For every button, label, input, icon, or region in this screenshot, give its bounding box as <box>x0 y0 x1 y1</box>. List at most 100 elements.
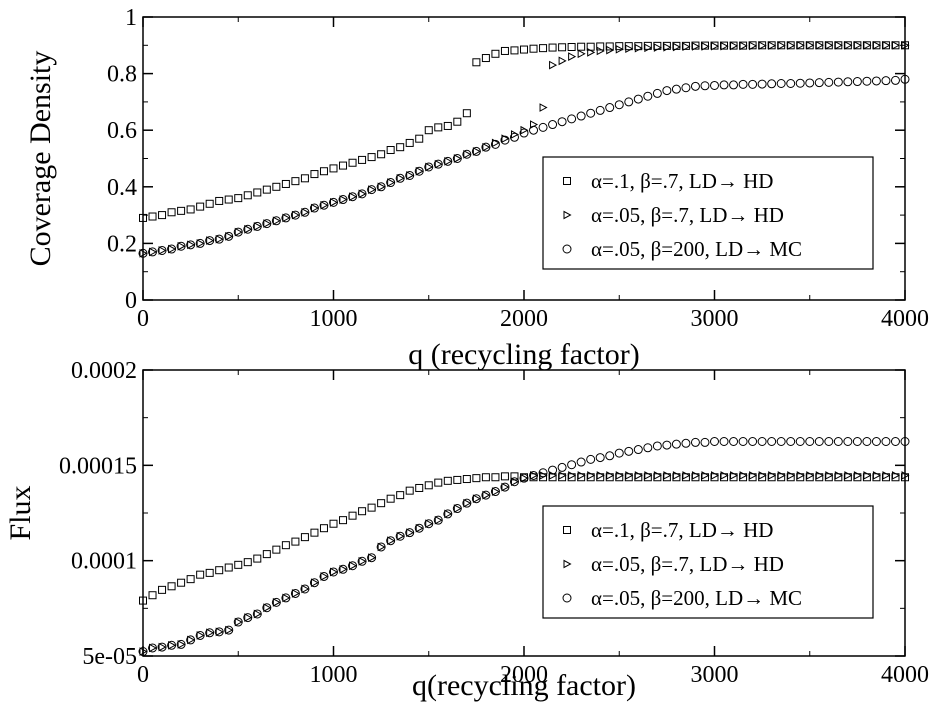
data-point <box>377 499 386 508</box>
data-point <box>662 440 672 450</box>
data-point <box>272 182 281 191</box>
y-tick-label: 0.00015 <box>59 453 137 479</box>
data-point <box>852 77 862 87</box>
data-point <box>415 166 424 176</box>
data-point <box>253 554 262 563</box>
data-point <box>300 174 309 183</box>
data-point <box>244 613 253 622</box>
data-point <box>844 471 853 480</box>
data-point <box>844 40 853 50</box>
data-point <box>557 117 567 127</box>
legend-marker-circle <box>562 593 572 603</box>
data-point <box>376 542 386 552</box>
data-point <box>758 471 767 480</box>
data-point <box>310 528 319 537</box>
data-point <box>243 613 253 623</box>
data-point <box>300 584 310 594</box>
data-point <box>481 142 491 152</box>
data-point <box>558 43 567 52</box>
data-point <box>768 41 777 50</box>
data-point <box>310 203 320 213</box>
data-point <box>282 593 291 603</box>
data-point <box>196 631 205 640</box>
data-point <box>614 100 624 110</box>
data-point <box>225 231 234 241</box>
data-point <box>710 80 719 90</box>
y-tick-label: 5e-05 <box>82 644 137 670</box>
data-point <box>424 162 434 172</box>
data-point <box>567 42 576 51</box>
data-point <box>271 597 281 607</box>
data-point <box>730 471 739 480</box>
data-point <box>281 593 291 603</box>
data-point <box>443 509 453 519</box>
data-point <box>263 603 272 613</box>
data-point <box>253 222 262 231</box>
data-point <box>615 471 624 480</box>
data-point <box>901 40 910 50</box>
data-point <box>463 149 472 159</box>
data-point <box>291 177 300 186</box>
data-point <box>510 477 520 487</box>
data-point <box>767 79 777 89</box>
data-point <box>225 625 234 635</box>
data-point <box>814 78 824 88</box>
data-point <box>396 173 405 183</box>
data-point <box>691 471 701 480</box>
data-point <box>386 494 395 503</box>
data-point <box>633 94 643 104</box>
data-point <box>176 241 186 251</box>
data-point <box>491 138 500 148</box>
data-point <box>539 44 548 53</box>
data-point <box>519 473 529 483</box>
data-point <box>339 195 348 204</box>
data-point <box>843 77 853 87</box>
data-point <box>187 635 196 645</box>
data-point <box>900 74 910 84</box>
data-point <box>138 248 148 258</box>
legend-marker <box>562 244 572 254</box>
data-point <box>634 43 643 53</box>
data-point <box>148 212 157 221</box>
y-tick-label: 0.2 <box>107 231 137 257</box>
data-point <box>434 478 443 487</box>
data-point <box>682 471 691 480</box>
data-point <box>443 156 453 166</box>
data-point <box>406 171 415 180</box>
data-point <box>548 465 558 475</box>
data-point <box>167 244 177 254</box>
data-point <box>471 146 481 156</box>
data-point <box>509 477 519 487</box>
data-point <box>253 609 262 619</box>
data-point <box>624 446 634 456</box>
data-point <box>872 471 881 480</box>
data-point <box>215 627 224 637</box>
data-point <box>825 40 834 50</box>
data-point <box>891 471 901 480</box>
data-point <box>520 473 529 483</box>
legend-marker <box>563 526 571 534</box>
data-point <box>814 437 824 446</box>
data-point <box>500 135 510 145</box>
data-point <box>777 41 786 50</box>
data-point <box>414 523 424 533</box>
data-point <box>833 77 843 87</box>
data-point <box>349 192 358 202</box>
data-point <box>186 240 196 250</box>
data-point <box>614 448 624 458</box>
data-point <box>233 227 243 237</box>
data-point <box>405 170 415 180</box>
legend-marker <box>562 593 572 603</box>
legend-marker-square <box>563 526 571 534</box>
data-point <box>272 598 281 607</box>
data-point <box>891 40 901 50</box>
data-point <box>776 79 786 89</box>
data-point <box>386 178 396 188</box>
data-point <box>720 41 729 51</box>
data-point <box>757 79 767 89</box>
data-point <box>824 437 834 446</box>
data-point <box>577 471 586 480</box>
data-point <box>805 78 815 88</box>
data-point <box>405 486 414 495</box>
data-point <box>690 81 700 91</box>
